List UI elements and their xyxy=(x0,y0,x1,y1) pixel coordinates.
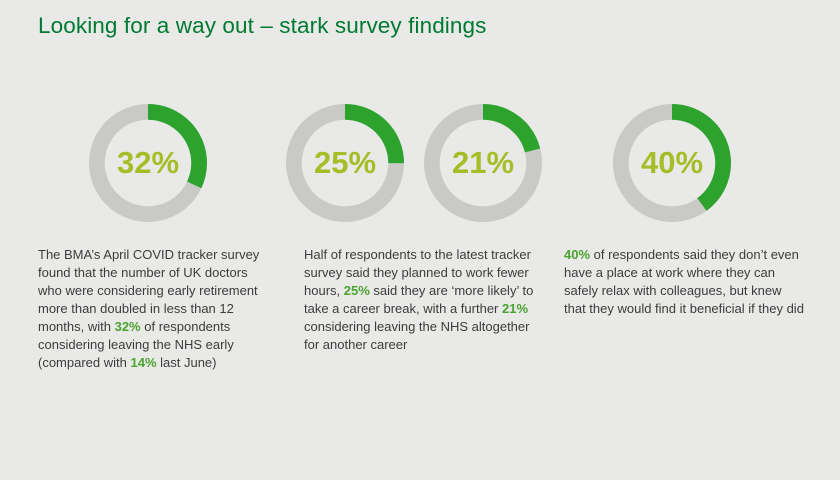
caption-highlight-21: 21% xyxy=(501,300,529,316)
donut-arc xyxy=(89,104,207,222)
donut-ring-40 xyxy=(613,104,731,222)
caption-donut-32: The BMA’s April COVID tracker survey fou… xyxy=(38,246,270,372)
donut-ring-32 xyxy=(89,104,207,222)
caption-text: said they are ‘more likely’ to take a ca… xyxy=(304,282,534,316)
donut-percent-label-21: 21% xyxy=(451,145,515,180)
caption-text: of respondents considering leaving the N… xyxy=(38,318,234,370)
caption-donuts-25-21: Half of respondents to the latest tracke… xyxy=(304,246,534,354)
caption-highlight-40: 40% xyxy=(564,247,591,262)
donut-ring-21 xyxy=(424,104,542,222)
donut-chart-40: 40% xyxy=(613,104,731,222)
caption-donut-40: 40% of respondents said they don’t even … xyxy=(564,246,804,318)
donut-arc xyxy=(613,104,731,222)
caption-text: The BMA’s April COVID tracker survey fou… xyxy=(38,247,260,334)
caption-highlight-25: 25% xyxy=(343,282,370,298)
caption-text: last June) xyxy=(156,354,217,370)
caption-highlight-32: 32% xyxy=(114,318,141,334)
donut-percent-label-25: 25% xyxy=(313,145,377,180)
donut-arc xyxy=(424,104,542,222)
donut-chart-32: 32% xyxy=(89,104,207,222)
page-title: Looking for a way out – stark survey fin… xyxy=(38,13,487,38)
caption-highlight-14: 14% xyxy=(130,354,157,370)
donut-percent-label-40: 40% xyxy=(640,145,704,180)
caption-text: considering leaving the NHS altogether f… xyxy=(304,318,530,352)
donut-ring-25 xyxy=(286,104,404,222)
donut-percent-label-32: 32% xyxy=(116,145,180,180)
donut-arc xyxy=(286,104,404,222)
caption-text: of respondents said they don’t even have… xyxy=(564,247,804,316)
donut-chart-21: 21% xyxy=(424,104,542,222)
donut-chart-25: 25% xyxy=(286,104,404,222)
caption-text: Half of respondents to the latest tracke… xyxy=(304,247,531,298)
